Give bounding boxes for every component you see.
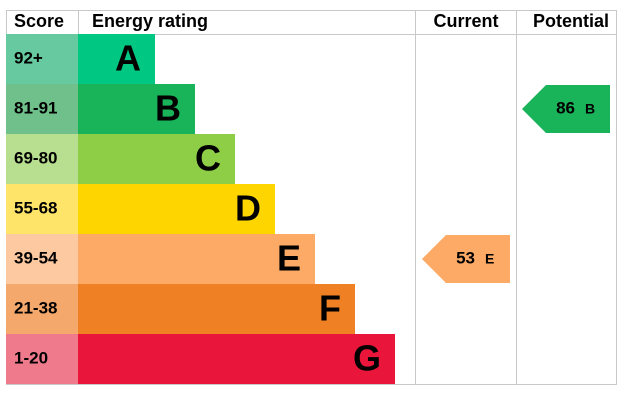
score-cell [6, 134, 78, 184]
score-label: 55-68 [14, 198, 57, 217]
header: Current [433, 11, 498, 31]
score-label: 81-91 [14, 98, 57, 117]
band-letter: E [277, 238, 301, 279]
score-cell [6, 34, 78, 84]
current-arrow [422, 235, 510, 283]
score-label: 1-20 [14, 348, 48, 367]
score-label: 69-80 [14, 148, 57, 167]
potential-arrow [522, 85, 610, 133]
current-letter: E [485, 251, 494, 267]
band-letter: D [235, 188, 261, 229]
score-cell [6, 234, 78, 284]
header: Score [14, 11, 64, 31]
band-bar [78, 84, 195, 134]
score-label: 92+ [14, 48, 43, 67]
band-bar [78, 234, 315, 284]
potential-value: 86 [556, 98, 575, 117]
potential-letter: B [585, 101, 595, 117]
band-bar [78, 284, 355, 334]
header: Potential [533, 11, 609, 31]
band-letter: F [319, 288, 341, 329]
band-letter: B [155, 88, 181, 129]
band-letter: G [353, 338, 381, 379]
score-label: 21-38 [14, 298, 57, 317]
band-letter: A [115, 38, 141, 79]
current-value: 53 [456, 248, 475, 267]
score-cell [6, 284, 78, 334]
score-cell [6, 184, 78, 234]
band-bar [78, 184, 275, 234]
band-letter: C [195, 138, 221, 179]
score-cell [6, 334, 78, 384]
band-bar [78, 134, 235, 184]
band-bar [78, 334, 395, 384]
score-cell [6, 84, 78, 134]
band-bar [78, 34, 155, 84]
score-label: 39-54 [14, 248, 58, 267]
header: Energy rating [92, 11, 208, 31]
